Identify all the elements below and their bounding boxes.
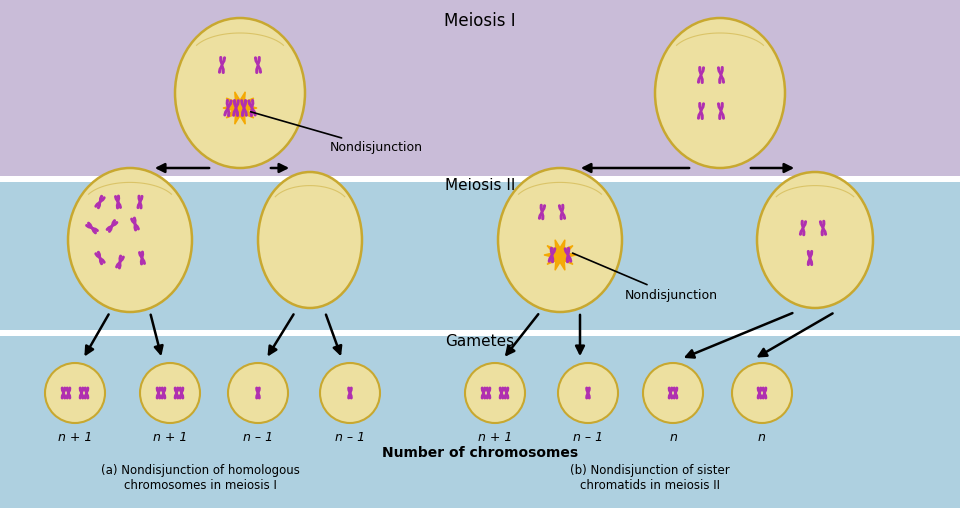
Text: n: n	[669, 431, 677, 444]
Text: n + 1: n + 1	[478, 431, 513, 444]
Polygon shape	[544, 240, 576, 270]
Ellipse shape	[228, 363, 288, 423]
Ellipse shape	[732, 363, 792, 423]
Ellipse shape	[655, 18, 785, 168]
Text: Nondisjunction: Nondisjunction	[251, 112, 423, 154]
Text: Meiosis II: Meiosis II	[444, 178, 516, 193]
Ellipse shape	[140, 363, 200, 423]
Ellipse shape	[258, 172, 362, 308]
Ellipse shape	[558, 363, 618, 423]
Text: n – 1: n – 1	[335, 431, 365, 444]
Bar	[0, 330, 960, 336]
Text: n – 1: n – 1	[573, 431, 603, 444]
Text: Number of chromosomes: Number of chromosomes	[382, 446, 578, 460]
Bar	[0, 0, 960, 178]
Ellipse shape	[498, 168, 622, 312]
Bar	[0, 176, 960, 182]
Ellipse shape	[643, 363, 703, 423]
Text: n – 1: n – 1	[243, 431, 273, 444]
Text: Nondisjunction: Nondisjunction	[572, 253, 718, 302]
Ellipse shape	[45, 363, 105, 423]
Ellipse shape	[465, 363, 525, 423]
Text: n + 1: n + 1	[153, 431, 187, 444]
Ellipse shape	[757, 172, 873, 308]
Text: Gametes: Gametes	[445, 334, 515, 349]
Text: (b) Nondisjunction of sister
chromatids in meiosis II: (b) Nondisjunction of sister chromatids …	[570, 464, 730, 492]
Text: Meiosis I: Meiosis I	[444, 12, 516, 30]
Ellipse shape	[175, 18, 305, 168]
Text: (a) Nondisjunction of homologous
chromosomes in meiosis I: (a) Nondisjunction of homologous chromos…	[101, 464, 300, 492]
Text: n: n	[758, 431, 766, 444]
Text: n + 1: n + 1	[58, 431, 92, 444]
Polygon shape	[223, 92, 257, 124]
Ellipse shape	[68, 168, 192, 312]
Ellipse shape	[320, 363, 380, 423]
